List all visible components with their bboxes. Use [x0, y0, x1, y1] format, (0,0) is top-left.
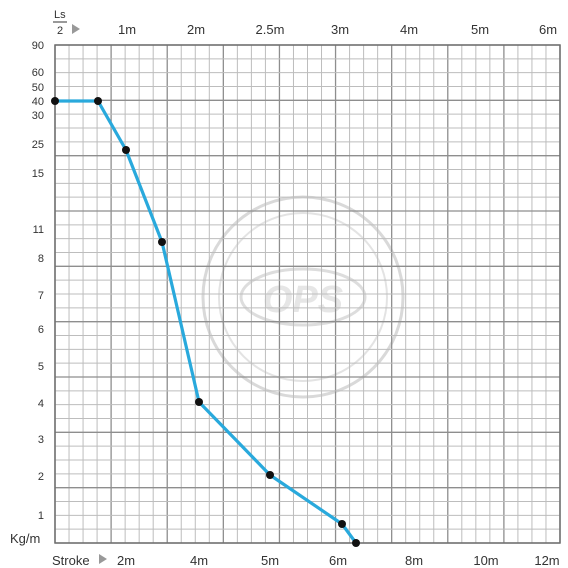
top-tick-label: 1m [118, 22, 136, 37]
y-tick-label: 1 [38, 510, 44, 522]
ops-watermark: OPS [201, 195, 405, 399]
bottom-tick-label: 8m [405, 553, 423, 568]
top-tick-label: 5m [471, 22, 489, 37]
y-tick-label: 8 [38, 253, 44, 265]
plot-frame [54, 44, 561, 544]
top-axis-label-2: 2 [57, 25, 63, 37]
watermark-inner-ring [218, 212, 388, 382]
bottom-tick-label: 2m [117, 553, 135, 568]
y-tick-label: 15 [32, 168, 44, 180]
data-point [158, 238, 166, 246]
data-point [266, 471, 274, 479]
top-arrow-icon [72, 24, 80, 34]
bottom-tick-label: 12m [534, 553, 559, 568]
top-tick-label: 6m [539, 22, 557, 37]
bottom-tick-label: 5m [261, 553, 279, 568]
stroke-axis-label: Stroke [52, 553, 90, 568]
data-point [195, 398, 203, 406]
y-tick-label: 25 [32, 139, 44, 151]
y-tick-label: 5 [38, 361, 44, 373]
y-tick-label: 2 [38, 471, 44, 483]
chart-series [51, 97, 360, 547]
y-tick-label: 90 [32, 40, 44, 52]
data-point [338, 520, 346, 528]
y-tick-label: 50 [32, 82, 44, 94]
y-tick-label: 11 [33, 224, 44, 236]
y-tick-label: 40 [32, 96, 44, 108]
bottom-tick-label: 6m [329, 553, 347, 568]
bottom-tick-label: 10m [473, 553, 498, 568]
data-point [94, 97, 102, 105]
top-axis-label-ls: Ls [54, 9, 66, 21]
y-tick-label: 30 [32, 110, 44, 122]
chart-grid [54, 44, 561, 544]
y-axis-unit-label: Kg/m [10, 531, 40, 546]
data-point [122, 146, 130, 154]
watermark-text: OPS [263, 279, 343, 321]
top-tick-label: 4m [400, 22, 418, 37]
data-point [352, 539, 360, 547]
y-tick-label: 7 [38, 290, 44, 302]
series-line [53, 99, 358, 545]
y-tick-label: 3 [38, 434, 44, 446]
top-tick-label: 2m [187, 22, 205, 37]
bottom-arrow-icon [99, 554, 107, 564]
top-tick-label: 3m [331, 22, 349, 37]
y-tick-label: 4 [38, 398, 44, 410]
bottom-tick-label: 4m [190, 553, 208, 568]
data-point [51, 97, 59, 105]
top-tick-label: 2.5m [256, 22, 285, 37]
y-tick-label: 60 [32, 67, 44, 79]
y-tick-label: 6 [38, 324, 44, 336]
watermark-ellipse [239, 267, 367, 327]
